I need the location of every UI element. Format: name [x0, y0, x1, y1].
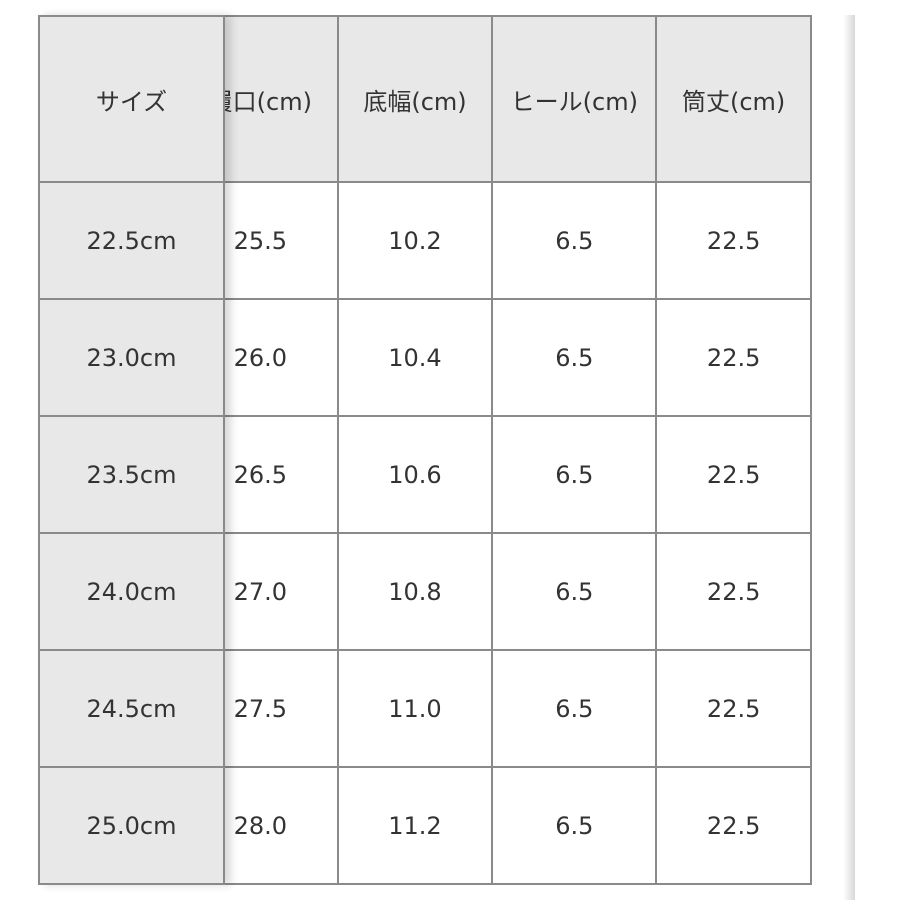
value-cell: 27.0 — [225, 532, 339, 651]
size-cell: 24.0cm — [38, 532, 225, 651]
table-row: 28.0 11.2 6.5 22.5 — [225, 766, 812, 885]
value-cell: 22.5 — [655, 766, 812, 885]
value-cell: 22.5 — [655, 649, 812, 768]
value-cell: 10.8 — [336, 532, 494, 651]
header-cell: 履口(cm) — [225, 15, 339, 183]
table-row: 27.0 10.8 6.5 22.5 — [225, 532, 812, 651]
value-cell: 10.2 — [336, 181, 494, 300]
table-row: 25.5 10.2 6.5 22.5 — [225, 181, 812, 300]
header-row: 履口(cm)底幅(cm)ヒール(cm)筒丈(cm) — [225, 15, 812, 183]
table-row: 23.5cm — [38, 415, 225, 534]
size-cell: 22.5cm — [38, 181, 225, 300]
value-cell: 26.5 — [225, 415, 339, 534]
value-cell: 11.2 — [336, 766, 494, 885]
header-cell: ヒール(cm) — [491, 15, 658, 183]
size-cell: 23.0cm — [38, 298, 225, 417]
table-row: 25.0cm — [38, 766, 225, 885]
value-cell: 6.5 — [491, 766, 658, 885]
header-row: サイズ — [38, 15, 225, 183]
table-row: 23.0cm — [38, 298, 225, 417]
value-cell: 10.4 — [336, 298, 494, 417]
value-cell: 26.0 — [225, 298, 339, 417]
size-cell: 25.0cm — [38, 766, 225, 885]
value-cell: 27.5 — [225, 649, 339, 768]
measurement-columns: 履口(cm)底幅(cm)ヒール(cm)筒丈(cm)25.510.26.522.5… — [225, 15, 812, 885]
header-cell: 筒丈(cm) — [655, 15, 812, 183]
value-cell: 11.0 — [336, 649, 494, 768]
header-size: サイズ — [38, 15, 225, 183]
size-table: サイズ 22.5cm 23.0cm 23.5cm 24.0cm 24.5cm 25.0cm … — [38, 15, 855, 900]
value-cell: 22.5 — [655, 181, 812, 300]
table-row: 27.5 11.0 6.5 22.5 — [225, 649, 812, 768]
header-cell: 底幅(cm) — [336, 15, 494, 183]
table-row: 24.5cm — [38, 649, 225, 768]
value-cell: 28.0 — [225, 766, 339, 885]
value-cell: 22.5 — [655, 532, 812, 651]
value-cell: 6.5 — [491, 532, 658, 651]
table-row: 26.5 10.6 6.5 22.5 — [225, 415, 812, 534]
table-row: 22.5cm — [38, 181, 225, 300]
value-cell: 6.5 — [491, 415, 658, 534]
value-cell: 10.6 — [336, 415, 494, 534]
size-cell: 23.5cm — [38, 415, 225, 534]
value-cell: 6.5 — [491, 181, 658, 300]
value-cell: 6.5 — [491, 649, 658, 768]
value-cell: 22.5 — [655, 298, 812, 417]
scroll-shadow — [843, 15, 855, 900]
value-cell: 25.5 — [225, 181, 339, 300]
table-scroll-area[interactable]: 履口(cm)底幅(cm)ヒール(cm)筒丈(cm)25.510.26.522.5… — [225, 15, 855, 900]
value-cell: 22.5 — [655, 415, 812, 534]
size-column: サイズ 22.5cm 23.0cm 23.5cm 24.0cm 24.5cm 25.0cm — [38, 15, 225, 885]
table-row: 24.0cm — [38, 532, 225, 651]
table-row: 26.0 10.4 6.5 22.5 — [225, 298, 812, 417]
value-cell: 6.5 — [491, 298, 658, 417]
size-cell: 24.5cm — [38, 649, 225, 768]
